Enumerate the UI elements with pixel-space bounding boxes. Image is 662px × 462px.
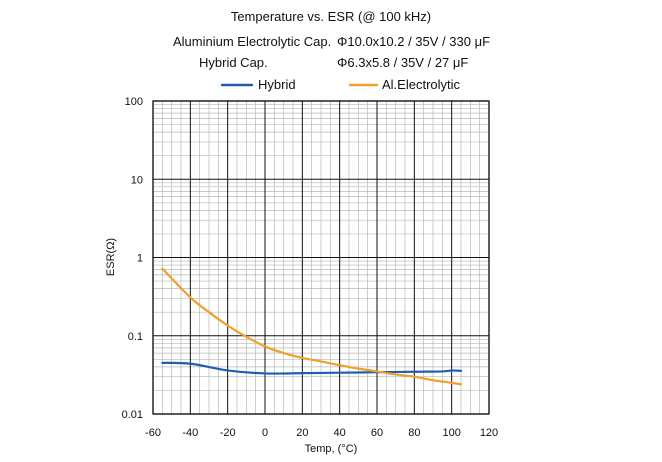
x-tick-label: 40 bbox=[334, 427, 346, 439]
x-tick-label: 100 bbox=[442, 427, 460, 439]
hybrid-spec-value: Φ6.3x5.8 / 35V / 27 μF bbox=[337, 55, 468, 70]
y-axis-label: ESR(Ω) bbox=[105, 238, 117, 276]
x-axis-label: Temp, (°C) bbox=[305, 443, 358, 455]
x-tick-label: -40 bbox=[182, 427, 198, 439]
y-tick-label: 0.1 bbox=[128, 331, 143, 343]
y-tick-label: 10 bbox=[131, 174, 143, 186]
legend-hybrid-label: Hybrid bbox=[258, 77, 296, 92]
x-tick-label: -20 bbox=[220, 427, 236, 439]
legend-al-electrolytic-label: Al.Electrolytic bbox=[382, 77, 461, 92]
hybrid-spec-name: Hybrid Cap. bbox=[199, 55, 268, 70]
y-tick-label: 1 bbox=[137, 253, 143, 265]
axis-layer: -60 -40 -20 0 20 40 60 80 100 120 100 10 1 0.1 0.01 Tem… bbox=[105, 96, 498, 455]
al-electrolytic-series-line bbox=[161, 267, 463, 386]
x-tick-label: 20 bbox=[296, 427, 308, 439]
x-tick-label: 60 bbox=[371, 427, 383, 439]
hybrid-series-line bbox=[161, 361, 463, 375]
x-tick-label: 0 bbox=[262, 427, 268, 439]
chart-title: Temperature vs. ESR (@ 100 kHz) bbox=[231, 9, 431, 24]
x-tick-label: 80 bbox=[408, 427, 420, 439]
legend: Hybrid Al.Electrolytic bbox=[220, 77, 461, 92]
aluminium-spec-name: Aluminium Electrolytic Cap. bbox=[173, 34, 331, 49]
plot-frame bbox=[152, 100, 490, 415]
x-tick-label: -60 bbox=[145, 427, 161, 439]
y-tick-label: 100 bbox=[125, 96, 143, 108]
aluminium-spec-value: Φ10.0x10.2 / 35V / 330 μF bbox=[337, 34, 490, 49]
series-layer bbox=[161, 267, 463, 386]
x-tick-label: 120 bbox=[480, 427, 498, 439]
y-tick-label: 0.01 bbox=[122, 409, 143, 421]
